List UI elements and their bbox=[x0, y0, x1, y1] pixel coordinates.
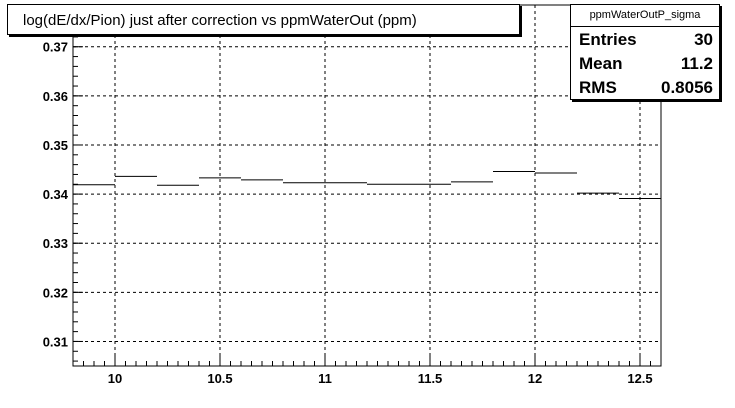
stats-value: 0.8056 bbox=[661, 78, 713, 97]
y-tick-label: 0.37 bbox=[43, 40, 68, 55]
y-tick-label: 0.35 bbox=[43, 138, 68, 153]
x-tick-label: 10 bbox=[108, 371, 122, 386]
stats-row-entries: Entries 30 bbox=[571, 27, 719, 51]
stats-box: ppmWaterOutP_sigma Entries 30 Mean 11.2 … bbox=[570, 4, 720, 100]
y-tick-label: 0.32 bbox=[43, 285, 68, 300]
grid-lines bbox=[73, 5, 661, 366]
y-tick-label: 0.33 bbox=[43, 236, 68, 251]
y-tick-label: 0.36 bbox=[43, 89, 68, 104]
x-tick-label: 11 bbox=[318, 371, 332, 386]
chart-title: log(dE/dx/Pion) just after correction vs… bbox=[23, 12, 417, 29]
x-tick-label: 12.5 bbox=[627, 371, 652, 386]
stats-row-rms: RMS 0.8056 bbox=[571, 75, 719, 99]
stats-row-mean: Mean 11.2 bbox=[571, 51, 719, 75]
x-tick-label: 11.5 bbox=[418, 371, 443, 386]
x-tick-label: 12 bbox=[528, 371, 542, 386]
data-series bbox=[73, 171, 661, 200]
y-tick-label: 0.31 bbox=[43, 334, 68, 349]
stats-value: 11.2 bbox=[680, 54, 713, 73]
stats-label: RMS bbox=[579, 78, 617, 97]
stats-label: Entries bbox=[579, 30, 637, 49]
axes: 10 10.5 11 11.5 12 12.5 0.31 0.32 0.33 0.34 0.35 0.… bbox=[43, 6, 662, 386]
stats-name: ppmWaterOutP_sigma bbox=[571, 5, 719, 27]
y-tick-label: 0.34 bbox=[43, 187, 69, 202]
x-tick-label: 10.5 bbox=[207, 371, 232, 386]
stats-label: Mean bbox=[579, 54, 623, 73]
title-box: log(dE/dx/Pion) just after correction vs… bbox=[7, 4, 520, 35]
stats-value: 30 bbox=[694, 30, 713, 49]
